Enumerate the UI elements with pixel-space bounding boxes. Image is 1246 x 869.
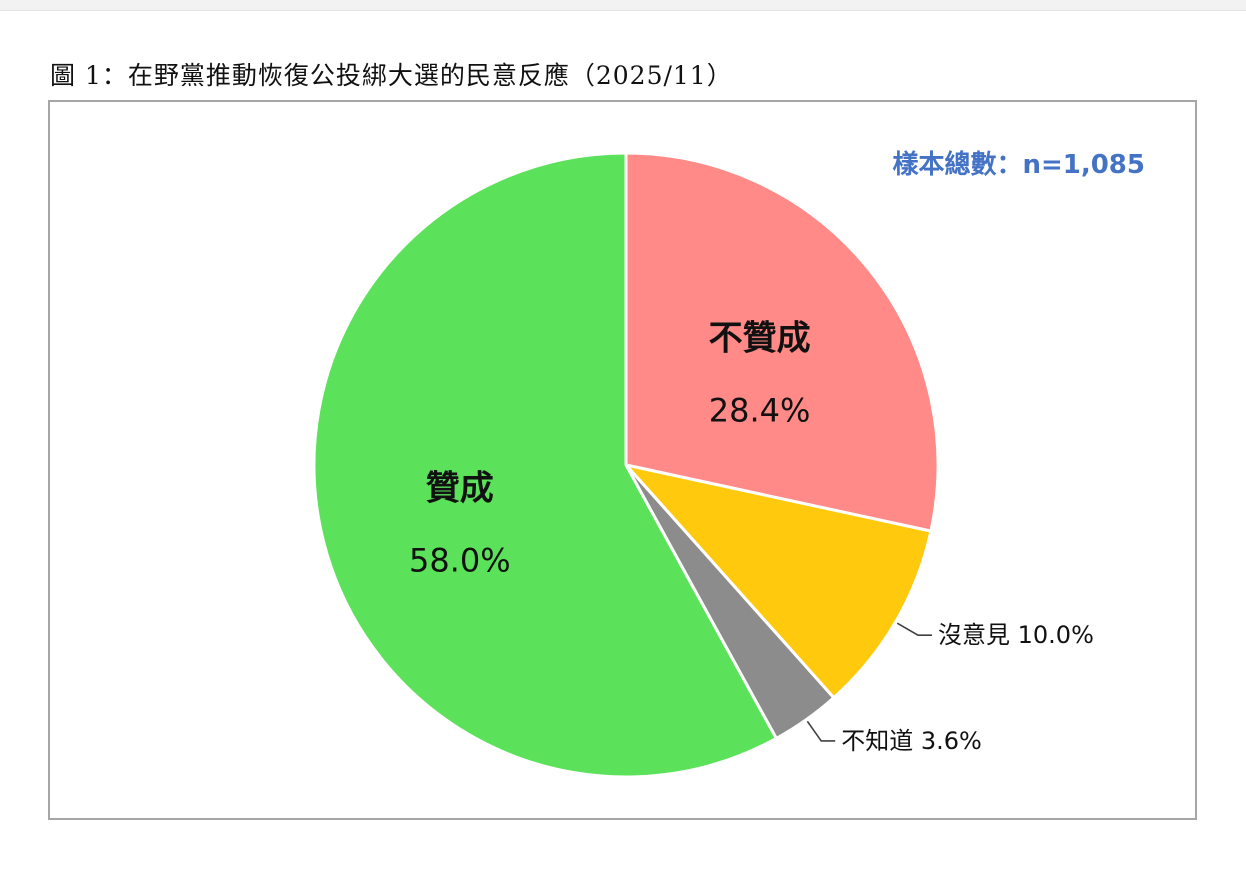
slice-label-0: 不贊成	[709, 318, 811, 358]
pie-slice-1	[624, 463, 933, 700]
pie-chart: 不贊成 28.4% 贊成 58.0% 沒意見 10.0% 不知道 3.6%	[312, 151, 1094, 779]
slice-value-0: 28.4%	[709, 391, 811, 429]
slice-value-3: 58.0%	[409, 542, 511, 580]
sample-size-note: 樣本總數：n=1,085	[892, 150, 1145, 180]
slice-outside-label-1: 沒意見 10.0%	[938, 621, 1094, 649]
chart-frame: 樣本總數：n=1,085 不贊成 28.4% 贊成 58.0% 沒意見 10.0% 不知道…	[48, 100, 1197, 820]
slice-label-3: 贊成	[426, 469, 494, 509]
pie-slice-0	[624, 151, 940, 533]
leader-line-2	[806, 720, 836, 742]
figure-title: 圖 1：在野黨推動恢復公投綁大選的民意反應（2025/11）	[50, 61, 733, 90]
pie-slice-3	[312, 151, 778, 779]
slice-outside-label-2: 不知道 3.6%	[841, 727, 982, 755]
leader-line-1	[896, 622, 933, 637]
top-bar	[0, 0, 1246, 11]
